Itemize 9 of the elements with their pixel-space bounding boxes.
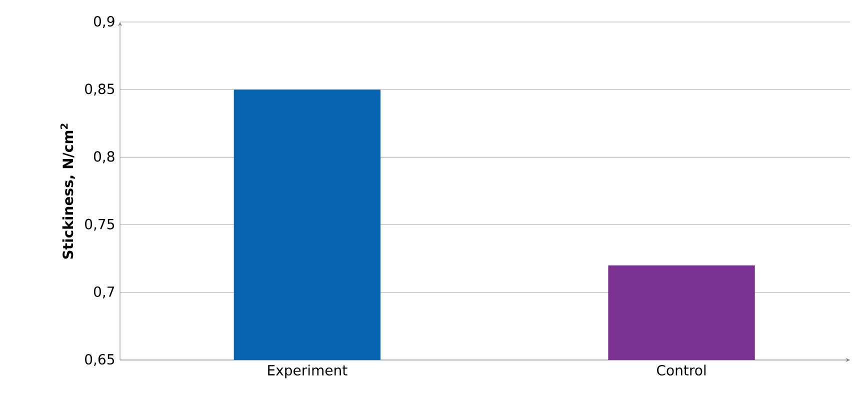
- x-tick-label: Control: [657, 364, 706, 376]
- y-tick-label: 0,65: [85, 354, 114, 366]
- x-tick-label: Experiment: [268, 364, 348, 378]
- text: Stickiness, N/cm$^{2}$: [60, 124, 75, 259]
- y-tick-label: 0,85: [85, 84, 114, 96]
- y-tick-label: 0,7: [94, 286, 114, 298]
- y-tick-label: 0,8: [94, 151, 114, 164]
- y-tick-label: 0,9: [94, 16, 114, 28]
- y-tick-label: 0,75: [85, 218, 114, 231]
